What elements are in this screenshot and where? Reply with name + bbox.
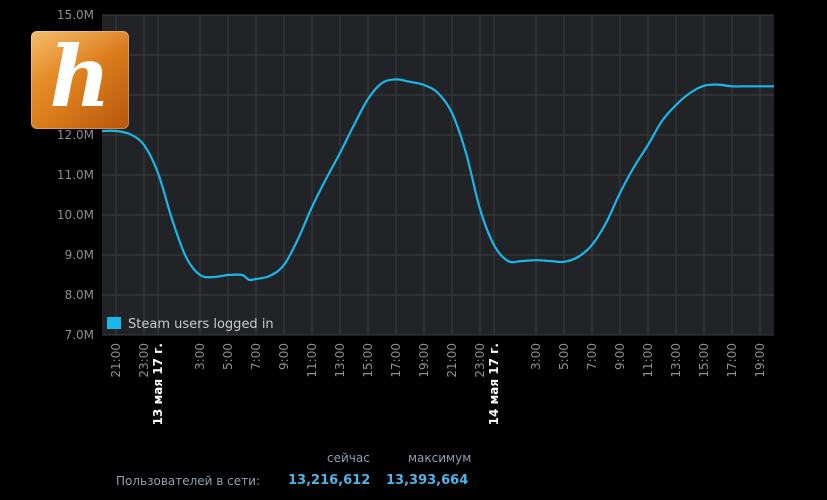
- x-tick-label: 19:00: [417, 343, 431, 378]
- x-tick-label: 3:00: [193, 343, 207, 370]
- x-tick-label: 5:00: [557, 343, 571, 370]
- max-header: максимум: [408, 451, 472, 465]
- y-tick-label: 12.0M: [57, 128, 94, 142]
- x-tick-label: 21:00: [445, 343, 459, 378]
- x-tick-label: 15:00: [697, 343, 711, 378]
- legend-swatch: [107, 317, 121, 329]
- x-tick-label: 13:00: [333, 343, 347, 378]
- y-tick-label: 10.0M: [57, 208, 94, 222]
- x-tick-label-date: 13 мая 17 г.: [151, 343, 165, 425]
- current-header: сейчас: [327, 451, 370, 465]
- legend-label: Steam users logged in: [128, 317, 274, 332]
- y-tick-label: 7.0M: [65, 328, 94, 342]
- x-tick-label: 7:00: [585, 343, 599, 370]
- x-tick-label: 5:00: [221, 343, 235, 370]
- site-logo: h: [31, 31, 129, 129]
- x-tick-label: 13:00: [669, 343, 683, 378]
- stats-panel: сейчас максимум Пользователей в сети: 13…: [0, 445, 827, 500]
- x-tick-label: 23:00: [473, 343, 487, 378]
- max-users-value: 13,393,664: [386, 473, 469, 488]
- x-tick-label: 11:00: [641, 343, 655, 378]
- x-tick-label: 3:00: [529, 343, 543, 370]
- x-tick-label: 17:00: [725, 343, 739, 378]
- current-users-value: 13,216,612: [288, 473, 371, 488]
- users-online-label: Пользователей в сети:: [116, 474, 260, 488]
- y-tick-label: 9.0M: [65, 248, 94, 262]
- x-tick-label: 21:00: [109, 343, 123, 378]
- x-tick-label: 17:00: [389, 343, 403, 378]
- x-tick-label: 7:00: [249, 343, 263, 370]
- x-tick-label-date: 14 мая 17 г.: [487, 343, 501, 425]
- y-tick-label: 11.0M: [57, 168, 94, 182]
- logo-letter: h: [49, 31, 111, 126]
- x-tick-label: 9:00: [613, 343, 627, 370]
- x-tick-label: 9:00: [277, 343, 291, 370]
- y-tick-label: 15.0M: [57, 8, 94, 22]
- x-tick-label: 11:00: [305, 343, 319, 378]
- x-tick-label: 19:00: [753, 343, 767, 378]
- x-tick-label: 15:00: [361, 343, 375, 378]
- x-tick-label: 23:00: [137, 343, 151, 378]
- series-line: [101, 78, 774, 282]
- y-tick-label: 8.0M: [65, 288, 94, 302]
